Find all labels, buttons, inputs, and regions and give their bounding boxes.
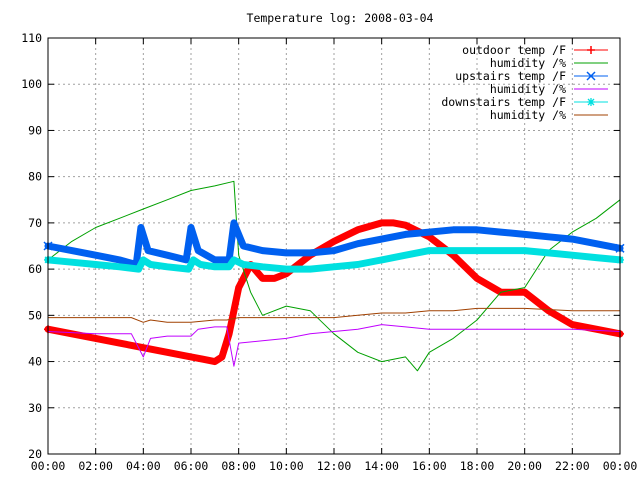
series-line [44, 219, 624, 268]
series-line [47, 180, 621, 372]
chart-title: Temperature log: 2008-03-04 [247, 11, 434, 25]
y-tick-label: 100 [21, 77, 42, 91]
axis-layer: 20 30 40 50 60 70 80 90 100 110 00:00 02:00 04:00 06:… [21, 31, 637, 473]
legend-label: downstairs temp /F [441, 95, 566, 109]
y-tick-label: 50 [28, 308, 42, 322]
grid-layer [48, 38, 620, 454]
x-tick-label: 10:00 [269, 459, 304, 473]
series-5 [47, 307, 621, 323]
x-tick-label: 22:00 [555, 459, 590, 473]
series-0 [44, 219, 624, 366]
y-tick-label: 20 [28, 447, 42, 461]
y-tick-label: 110 [21, 31, 42, 45]
y-tick-label: 30 [28, 401, 42, 415]
series-line [44, 219, 624, 366]
series-line [47, 324, 621, 367]
y-tick-label: 40 [28, 355, 42, 369]
legend-label: outdoor temp /F [462, 43, 566, 57]
y-tick-label: 60 [28, 262, 42, 276]
series-line [44, 247, 624, 273]
x-tick-label: 12:00 [317, 459, 352, 473]
y-tick-label: 70 [28, 216, 42, 230]
legend-label: upstairs temp /F [455, 69, 566, 83]
x-tick-label: 04:00 [126, 459, 161, 473]
y-tick-label: 90 [28, 123, 42, 137]
cross-marker [586, 71, 596, 81]
x-tick-label: 00:00 [603, 459, 638, 473]
series-3 [47, 324, 621, 367]
x-tick-label: 20:00 [507, 459, 542, 473]
x-tick-label: 00:00 [31, 459, 66, 473]
legend-label: humidity /% [490, 82, 566, 96]
plot-frame [47, 37, 621, 455]
star-marker [587, 98, 595, 106]
x-tick-label: 14:00 [364, 459, 399, 473]
x-tick-label: 18:00 [460, 459, 495, 473]
x-tick-label: 16:00 [412, 459, 447, 473]
x-tick-label: 02:00 [78, 459, 113, 473]
x-tick-label: 08:00 [221, 459, 256, 473]
series-layer [43, 180, 625, 372]
series-line [47, 307, 621, 323]
series-1 [47, 180, 621, 372]
y-tick-label: 80 [28, 170, 42, 184]
legend-label: humidity /% [490, 108, 566, 122]
plus-marker [587, 46, 595, 54]
x-tick-label: 06:00 [174, 459, 209, 473]
legend-label: humidity /% [490, 56, 566, 70]
